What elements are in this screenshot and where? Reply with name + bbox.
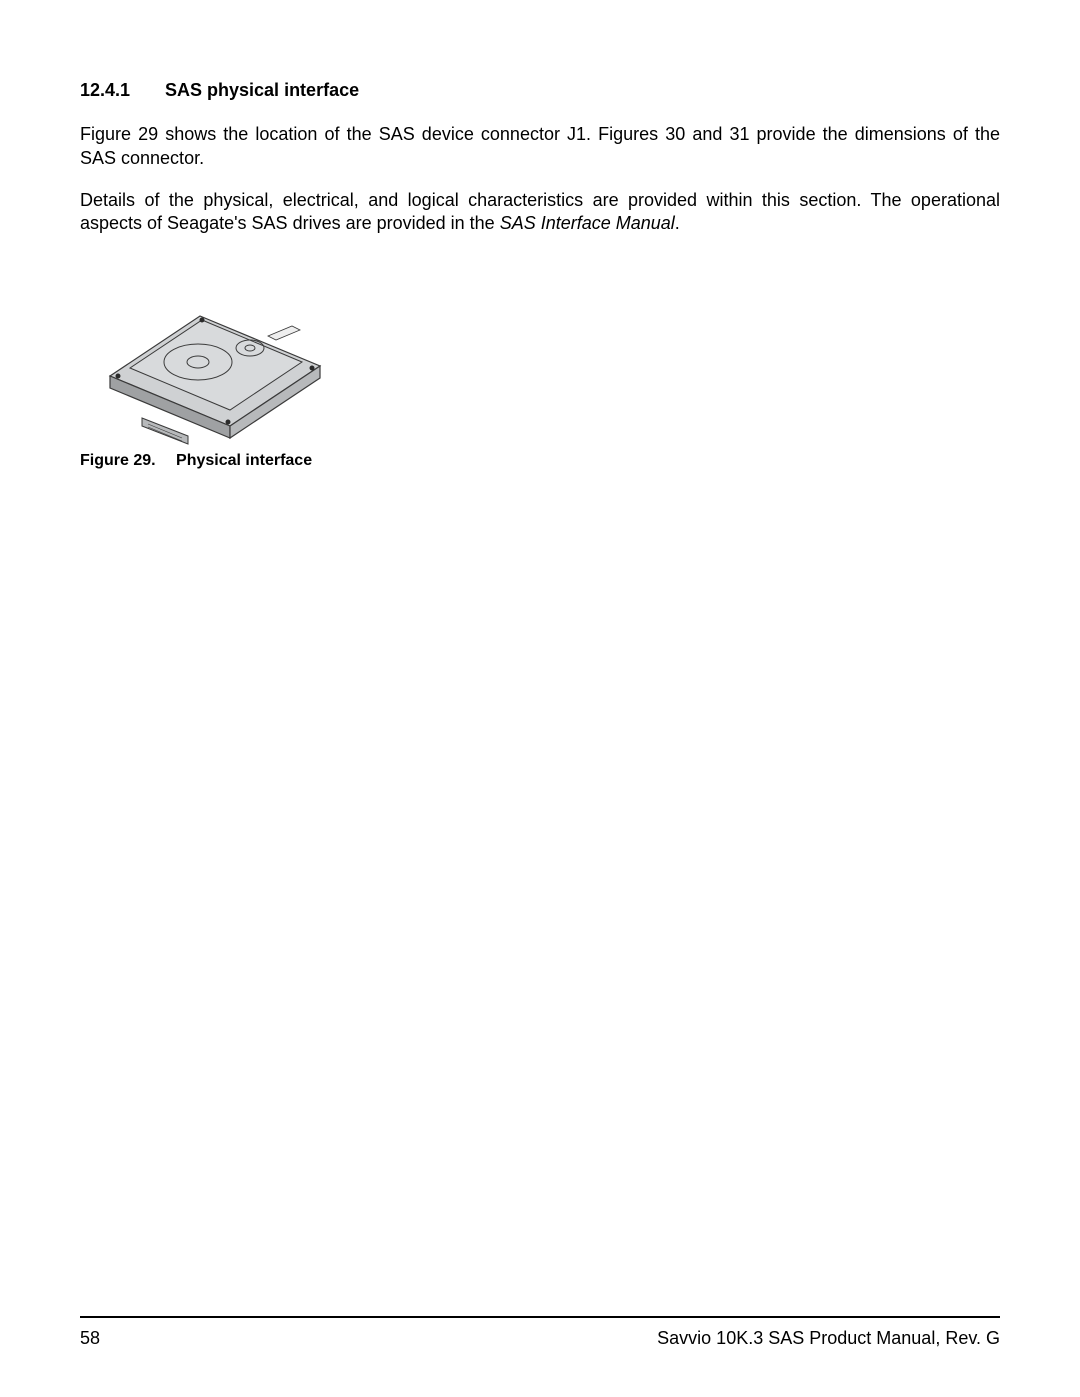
- page-number: 58: [80, 1328, 100, 1349]
- section-title: SAS physical interface: [165, 80, 359, 100]
- footer-row: 58 Savvio 10K.3 SAS Product Manual, Rev.…: [80, 1328, 1000, 1349]
- figure-title: Physical interface: [176, 452, 312, 469]
- figure-29: Figure 29. Physical interface: [80, 256, 1000, 470]
- section-number: 12.4.1: [80, 80, 160, 101]
- hdd-screw: [200, 318, 205, 323]
- hdd-screw: [310, 366, 315, 371]
- section-heading: 12.4.1 SAS physical interface: [80, 80, 1000, 101]
- paragraph-2: Details of the physical, electrical, and…: [80, 189, 1000, 237]
- hdd-screw: [226, 420, 231, 425]
- page: 12.4.1 SAS physical interface Figure 29 …: [0, 0, 1080, 1397]
- hdd-label: [268, 326, 300, 340]
- figure-number: Figure 29.: [80, 452, 156, 470]
- hdd-connector-pin: [148, 424, 182, 438]
- figure-caption: Figure 29. Physical interface: [80, 452, 1000, 470]
- paragraph-2-italic: SAS Interface Manual: [500, 213, 675, 233]
- paragraph-1: Figure 29 shows the location of the SAS …: [80, 123, 1000, 171]
- hdd-screw: [116, 374, 121, 379]
- footer-rule: [80, 1316, 1000, 1318]
- doc-title: Savvio 10K.3 SAS Product Manual, Rev. G: [657, 1328, 1000, 1349]
- page-footer: 58 Savvio 10K.3 SAS Product Manual, Rev.…: [80, 1316, 1000, 1349]
- paragraph-2-post: .: [675, 213, 680, 233]
- hdd-illustration: [80, 256, 340, 446]
